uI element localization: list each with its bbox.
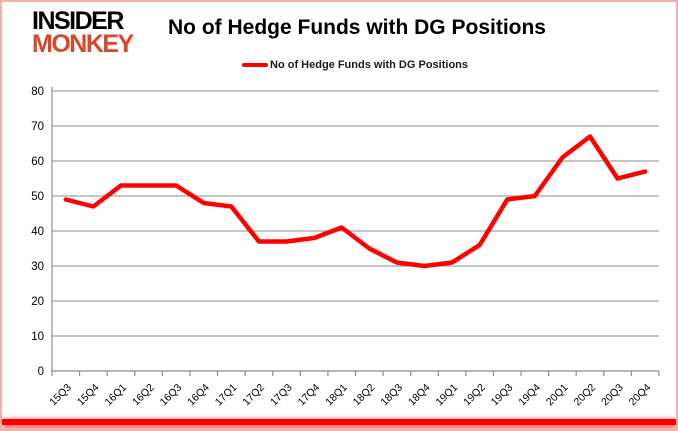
x-tick-label: 16Q1 (102, 382, 129, 409)
legend-line-swatch (242, 63, 268, 67)
x-tick-label: 16Q2 (130, 382, 157, 409)
y-tick-label: 70 (31, 121, 44, 133)
y-tick-label: 30 (31, 261, 44, 273)
logo-line-monkey: MONKEY (32, 30, 134, 58)
y-tick-label: 80 (31, 86, 44, 98)
x-tick-label: 17Q4 (296, 382, 323, 409)
x-tick-label: 18Q2 (351, 382, 378, 409)
logo-line-insider: INSIDER (32, 7, 124, 35)
series-line (63, 134, 648, 269)
line-chart: 0 10 20 30 40 50 60 70 80 15Q3 15Q4 16Q1 16Q2 16Q3 16Q… (31, 86, 660, 409)
x-tick-label: 18Q3 (378, 382, 405, 409)
x-tick-label: 18Q4 (406, 382, 433, 409)
y-tick-label: 10 (31, 331, 44, 343)
y-tick-label: 50 (31, 191, 44, 203)
x-tick-label: 20Q3 (599, 382, 626, 409)
x-tick-label: 15Q4 (75, 382, 102, 409)
x-tick-label: 16Q4 (185, 382, 212, 409)
x-tick-label: 18Q1 (323, 382, 350, 409)
y-tick-label: 20 (31, 296, 44, 308)
x-tick-label: 16Q3 (158, 382, 185, 409)
y-tick-label: 40 (31, 226, 44, 238)
chart-legend: No of Hedge Funds with DG Positions (242, 59, 468, 71)
y-tick-label: 0 (38, 366, 44, 378)
x-tick-label: 17Q1 (213, 382, 240, 409)
x-tick-label: 19Q4 (516, 382, 543, 409)
x-tick-label: 17Q2 (240, 382, 267, 409)
x-tick-label: 20Q4 (627, 382, 654, 409)
x-tick-label: 20Q1 (544, 382, 571, 409)
page-title: No of Hedge Funds with DG Positions (168, 16, 546, 39)
x-tick-label: 19Q1 (434, 382, 461, 409)
x-tick-label: 19Q2 (461, 382, 488, 409)
bottom-red-bar (2, 419, 676, 425)
insider-monkey-logo: INSIDER MONKEY (32, 7, 134, 58)
x-tick-label: 19Q3 (489, 382, 516, 409)
x-tick-label: 20Q2 (571, 382, 598, 409)
y-tick-label: 60 (31, 156, 44, 168)
x-tick-label: 15Q3 (47, 382, 74, 409)
legend-label: No of Hedge Funds with DG Positions (270, 59, 468, 71)
x-tick-label: 17Q3 (268, 382, 295, 409)
